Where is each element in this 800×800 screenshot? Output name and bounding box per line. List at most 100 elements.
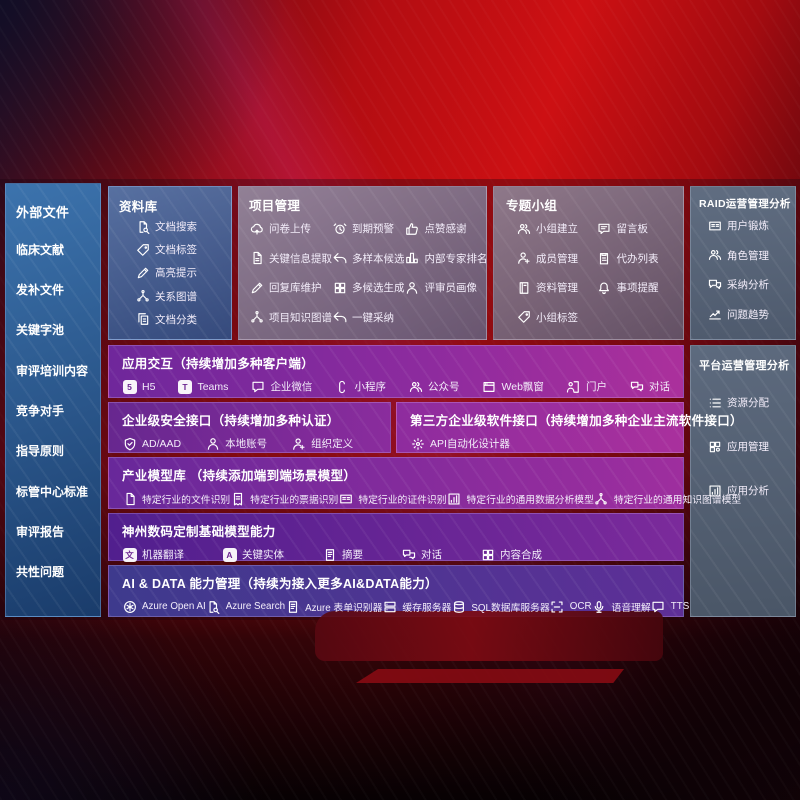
feature-label: 组织定义 <box>311 438 354 450</box>
feature-item: Azure Search <box>206 599 285 614</box>
feature-label: 小程序 <box>354 381 386 393</box>
feature-item: 公众号 <box>408 379 460 394</box>
feature-item: 组织定义 <box>291 436 353 451</box>
gear-icon <box>410 436 425 451</box>
feature-item: 文档分类 <box>135 312 223 327</box>
feature-item: 成员管理 <box>516 251 596 266</box>
people-icon <box>707 248 722 263</box>
cloud-upload-icon <box>249 221 264 236</box>
feature-item: 对话 <box>401 547 442 562</box>
external-files-list: 临床文献 发补文件 关键字池 审评培训内容 竞争对手 指导原则 标管中心标准 审评报告 共性问题 <box>16 229 90 592</box>
feature-label: Web飘窗 <box>501 381 544 393</box>
feature-label: 摘要 <box>342 549 363 561</box>
external-file-item: 竞争对手 <box>16 403 65 418</box>
feature-label: SQL数据库服务器 <box>471 602 550 614</box>
document-icon <box>122 491 137 506</box>
shield-icon <box>122 436 137 451</box>
letter-wen-icon: 文 <box>122 547 137 562</box>
topic-groups-panel: 专题小组 小组建立 留言板成员管理 代办列表资料管理 事项提醒小组标签 <box>493 186 684 340</box>
panel-title: 平台运营管理分析 <box>699 360 790 372</box>
feature-item: 多候选生成 <box>332 280 405 295</box>
feature-label: 应用管理 <box>727 441 769 453</box>
reply-arrow-icon <box>332 251 347 266</box>
feature-label: 采纳分析 <box>727 279 769 292</box>
feature-label: Azure 表单识别器 <box>305 602 383 614</box>
feature-label: 关键信息提取 <box>269 252 332 265</box>
feature-label: 问题趋势 <box>727 308 769 321</box>
feature-item: 留言板 <box>596 221 671 236</box>
feature-label: H5 <box>142 380 156 393</box>
feature-item: 问卷上传 <box>249 221 332 236</box>
feature-label: 小组标签 <box>536 311 578 324</box>
feature-label: 特定行业的通用数据分析模型 <box>466 494 594 506</box>
feature-item: 企业微信 <box>250 379 312 394</box>
panel-title: 资料库 <box>119 200 158 214</box>
knowledge-graph-icon <box>135 289 150 304</box>
feature-item: 特定行业的文件识别 <box>122 491 230 506</box>
knowledge-graph-icon <box>594 491 609 506</box>
feature-item: TTS <box>651 599 689 614</box>
feature-label: 到期预警 <box>352 223 394 236</box>
third-party-interface-band: 第三方企业级软件接口（持续增加多种企业主流软件接口） API自动化设计器 <box>396 402 743 453</box>
feature-item: 项目知识图谱 <box>249 310 332 325</box>
feature-item: 语音理解 <box>592 599 651 614</box>
feature-item: 本地账号 <box>205 436 267 451</box>
document-lines-icon <box>249 251 264 266</box>
external-file-item: 标管中心标准 <box>16 484 89 499</box>
feature-label: 项目知识图谱 <box>269 311 332 324</box>
portal-door-icon <box>566 379 581 394</box>
feature-label: 文档分类 <box>155 313 197 326</box>
ocr-frame-icon <box>550 599 565 614</box>
feature-label: 公众号 <box>428 381 460 393</box>
external-file-item: 临床文献 <box>16 242 65 257</box>
feature-label: 评审员画像 <box>424 282 478 295</box>
feature-label: 内容合成 <box>500 549 542 561</box>
feature-label: 对话 <box>421 549 442 561</box>
feature-label: 资源分配 <box>727 397 769 409</box>
feature-label: 事项提醒 <box>616 282 659 295</box>
pencil-icon <box>135 265 150 280</box>
feature-label: 特定行业的文件识别 <box>142 494 231 506</box>
feature-item: 小组标签 <box>516 310 596 325</box>
band-title: 应用交互（持续增加多种客户端） <box>122 357 315 371</box>
feature-label: Teams <box>197 380 229 393</box>
base-models-band: 神州数码定制基础模型能力 文机器翻译 A 关键实体 摘要 对话 内容合成 <box>108 513 684 562</box>
feature-item: 高亮提示 <box>135 265 223 280</box>
external-file-item: 审评培训内容 <box>16 363 89 378</box>
people-icon <box>408 379 423 394</box>
list-lines-icon <box>707 395 722 410</box>
feature-item: 小组建立 <box>516 221 596 236</box>
external-files-panel: 外部文件 临床文献 发补文件 关键字池 审评培训内容 竞争对手 指导原则 标管中心标准 审评报… <box>5 183 101 617</box>
app-grid-icon <box>707 439 722 454</box>
feature-item: 应用管理 <box>707 439 789 454</box>
project-management-panel: 项目管理 问卷上传 到期预警 点赞感谢 关键信息提取 多样本候选 内部专家排名 回复库维护 多… <box>238 186 488 340</box>
person-icon <box>205 436 220 451</box>
raid-analysis-list: 用户锻炼 角色管理 采纳分析 问题趋势 <box>699 211 789 329</box>
feature-label: 代办列表 <box>616 252 659 265</box>
feature-label: API自动化设计器 <box>430 438 510 450</box>
server-icon <box>382 599 397 614</box>
repository-panel: 资料库 文档搜索 文档标签 高亮提示 关系图谱 文档分类 <box>108 186 232 340</box>
feature-item: 内容合成 <box>480 547 542 562</box>
letter-t-icon: T <box>177 379 192 394</box>
band-title: 第三方企业级软件接口（持续增加多种企业主流软件接口） <box>410 414 743 428</box>
panel-title: 专题小组 <box>506 199 558 213</box>
industry-models-list: 特定行业的文件识别 特定行业的票据识别 特定行业的证件识别 特定行业的通用数据分析模型… <box>122 491 741 506</box>
feature-item: AD/AAD <box>122 436 181 451</box>
feature-item: 特定行业的通用数据分析模型 <box>447 491 594 506</box>
form-doc-icon <box>322 547 337 562</box>
person-icon <box>405 280 420 295</box>
feature-label: 资料管理 <box>536 282 578 295</box>
feature-label: 留言板 <box>616 223 648 236</box>
feature-item: 采纳分析 <box>707 277 789 292</box>
feature-item: 摘要 <box>322 547 363 562</box>
external-file-item: 指导原则 <box>16 444 65 459</box>
chart-box-icon <box>447 491 462 506</box>
feature-item: 文机器翻译 <box>122 547 184 562</box>
band-title: 神州数码定制基础模型能力 <box>122 525 276 539</box>
feature-item: 特定行业的通用知识图谱模型 <box>594 491 741 506</box>
feature-label: 小组建立 <box>536 223 578 236</box>
ai-data-band: AI & DATA 能力管理（持续为接入更多AI&DATA能力） Azure O… <box>108 565 689 617</box>
tag-icon <box>135 242 150 257</box>
s-curve-icon <box>334 379 349 394</box>
